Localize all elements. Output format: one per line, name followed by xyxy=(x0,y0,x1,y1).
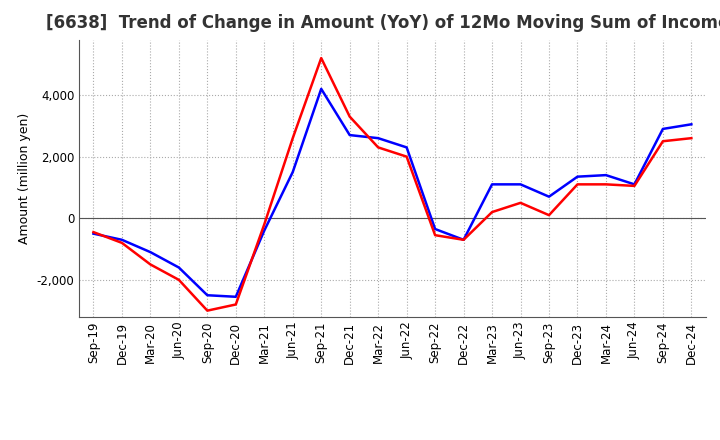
Line: Ordinary Income: Ordinary Income xyxy=(94,89,691,297)
Net Income xyxy=(630,183,639,188)
Ordinary Income xyxy=(289,169,297,175)
Net Income xyxy=(232,302,240,307)
Ordinary Income xyxy=(89,231,98,236)
Ordinary Income xyxy=(402,145,411,150)
Net Income xyxy=(573,182,582,187)
Net Income xyxy=(289,136,297,141)
Net Income xyxy=(117,240,126,246)
Net Income xyxy=(659,139,667,144)
Net Income xyxy=(346,114,354,119)
Net Income xyxy=(174,277,183,282)
Ordinary Income xyxy=(346,132,354,138)
Ordinary Income xyxy=(146,249,155,255)
Ordinary Income xyxy=(459,237,468,242)
Title: [6638]  Trend of Change in Amount (YoY) of 12Mo Moving Sum of Incomes: [6638] Trend of Change in Amount (YoY) o… xyxy=(46,15,720,33)
Ordinary Income xyxy=(117,237,126,242)
Ordinary Income xyxy=(431,226,439,231)
Ordinary Income xyxy=(630,182,639,187)
Ordinary Income xyxy=(659,126,667,132)
Ordinary Income xyxy=(374,136,382,141)
Net Income xyxy=(203,308,212,313)
Net Income xyxy=(487,209,496,215)
Net Income xyxy=(260,222,269,227)
Ordinary Income xyxy=(687,121,696,127)
Net Income xyxy=(317,55,325,61)
Ordinary Income xyxy=(260,228,269,233)
Net Income xyxy=(602,182,611,187)
Net Income xyxy=(516,200,525,205)
Net Income xyxy=(431,232,439,238)
Net Income xyxy=(402,154,411,159)
Net Income xyxy=(89,230,98,235)
Ordinary Income xyxy=(602,172,611,178)
Ordinary Income xyxy=(487,182,496,187)
Ordinary Income xyxy=(317,86,325,92)
Ordinary Income xyxy=(203,293,212,298)
Ordinary Income xyxy=(232,294,240,299)
Net Income xyxy=(146,262,155,267)
Ordinary Income xyxy=(174,265,183,270)
Line: Net Income: Net Income xyxy=(94,58,691,311)
Net Income xyxy=(459,237,468,242)
Ordinary Income xyxy=(545,194,554,199)
Ordinary Income xyxy=(573,174,582,180)
Net Income xyxy=(687,136,696,141)
Net Income xyxy=(374,145,382,150)
Ordinary Income xyxy=(516,182,525,187)
Y-axis label: Amount (million yen): Amount (million yen) xyxy=(18,113,31,244)
Net Income xyxy=(545,213,554,218)
